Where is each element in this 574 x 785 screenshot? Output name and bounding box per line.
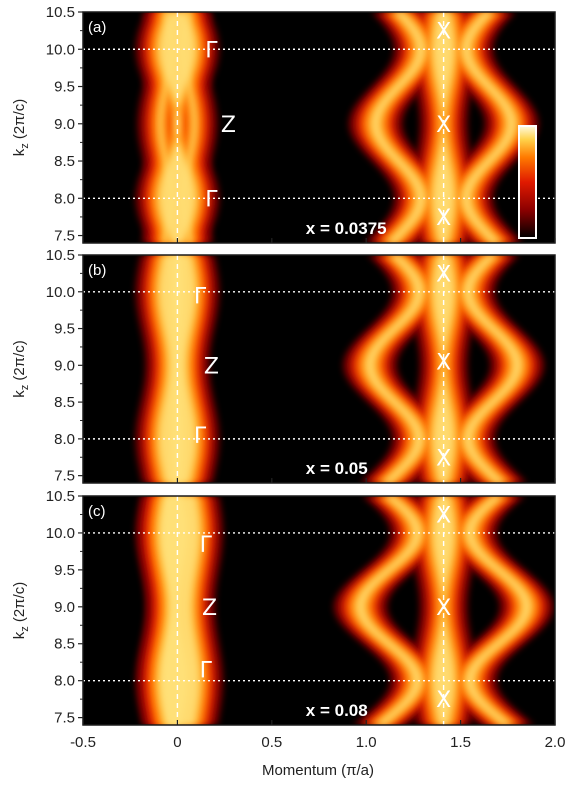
x-tick-label: 0.5 xyxy=(261,734,282,751)
panel-label: (b) xyxy=(88,262,106,279)
panel-a: Γ Z Γ X X X (a) x = 0.0375 7.5 8.0 8.5 9.0 9.5 10.0 10… xyxy=(11,4,556,245)
symmetry-point-label: Γ xyxy=(200,533,213,558)
x-band-layer-4-1 xyxy=(463,12,515,243)
symmetry-point-label: Γ xyxy=(200,659,213,684)
symmetry-point-label: X xyxy=(436,20,451,45)
symmetry-point-label: Z xyxy=(202,596,217,621)
symmetry-point-label: X xyxy=(436,503,451,528)
panel-b: Γ Z Γ X X X (b) x = 0.05 7.5 8.0 8.5 9.0 9.5 10.0 10.5… xyxy=(11,247,556,485)
x-band-layer-4-1 xyxy=(467,496,530,725)
y-axis-title-sub: z xyxy=(19,626,31,632)
panel-frame xyxy=(82,254,556,484)
symmetry-point-label: X xyxy=(436,596,451,621)
y-tick-label: 7.5 xyxy=(54,710,75,727)
y-tick-label: 10.0 xyxy=(46,525,75,542)
symmetry-point-label: Γ xyxy=(194,424,207,449)
x-axis-title: Momentum (π/a) xyxy=(262,762,374,779)
y-axis-title-sub: z xyxy=(19,143,31,149)
x-band-layer-4-0 xyxy=(367,255,422,483)
doping-annotation: x = 0.08 xyxy=(306,701,368,720)
y-tick-label: 9.5 xyxy=(54,79,75,96)
y-tick-label: 8.0 xyxy=(54,431,75,448)
gamma-band-layer-4-1 xyxy=(159,255,196,483)
y-axis-title-main: k xyxy=(11,631,28,639)
panel-frame xyxy=(82,11,556,244)
intensity-map xyxy=(135,255,545,483)
x-tick-label: 2.0 xyxy=(545,734,566,751)
y-axis-title-unit: (2π/c) xyxy=(11,582,28,627)
y-tick-label: 9.5 xyxy=(54,562,75,579)
y-tick-label: 8.0 xyxy=(54,190,75,207)
y-tick-label: 10.0 xyxy=(46,284,75,301)
y-tick-label: 9.0 xyxy=(54,357,75,374)
symmetry-point-label: X xyxy=(436,688,451,713)
y-tick-label: 10.0 xyxy=(46,41,75,58)
y-tick-label: 9.0 xyxy=(54,599,75,616)
x-band-layer-4-2 xyxy=(433,12,454,243)
y-tick-label: 9.0 xyxy=(54,116,75,133)
x-tick-label: 0 xyxy=(173,734,181,751)
symmetry-point-label: Z xyxy=(221,113,236,138)
panel-c: Γ Z Γ X X X (c) x = 0.08 7.5 8.0 8.5 9.0 9.5 10.0 10.5… xyxy=(11,488,565,751)
symmetry-point-label: X xyxy=(436,113,451,138)
colorbar xyxy=(518,125,537,239)
x-tick-label: 1.5 xyxy=(450,734,471,751)
panels-group: Γ Z Γ X X X (a) x = 0.0375 7.5 8.0 8.5 9.0 9.5 10.0 10… xyxy=(11,4,565,751)
y-tick-label: 7.5 xyxy=(54,228,75,245)
y-tick-label: 10.5 xyxy=(46,488,75,505)
symmetry-point-label: Z xyxy=(204,354,219,379)
intensity-map xyxy=(135,496,554,725)
symmetry-point-label: X xyxy=(436,351,451,376)
gamma-band-layer-4-2 xyxy=(159,12,196,243)
symmetry-point-label: X xyxy=(436,206,451,231)
x-band-layer-4-0 xyxy=(372,12,424,243)
y-tick-label: 10.5 xyxy=(46,247,75,264)
x-band-layer-4-0 xyxy=(357,496,421,725)
x-band-layer-4-1 xyxy=(465,255,521,483)
y-axis-title-sub: z xyxy=(19,385,31,391)
y-tick-label: 8.5 xyxy=(54,636,75,653)
y-tick-label: 8.5 xyxy=(54,394,75,411)
symmetry-point-label: Γ xyxy=(205,38,218,63)
y-axis-title-unit: (2π/c) xyxy=(11,99,28,144)
panel-label: (c) xyxy=(88,503,106,520)
symmetry-point-label: X xyxy=(436,446,451,471)
symmetry-point-label: Γ xyxy=(194,284,207,309)
y-tick-label: 8.5 xyxy=(54,153,75,170)
intensity-map xyxy=(135,12,539,243)
y-axis-title: kz (2π/c) xyxy=(11,340,31,398)
y-tick-label: 10.5 xyxy=(46,4,75,21)
y-axis-title: kz (2π/c) xyxy=(11,99,31,157)
x-tick-label: -0.5 xyxy=(70,734,96,751)
panel-frame xyxy=(82,495,556,726)
symmetry-point-label: X xyxy=(436,262,451,287)
doping-annotation: x = 0.0375 xyxy=(306,219,387,238)
y-tick-label: 7.5 xyxy=(54,468,75,485)
x-tick-label: 1.0 xyxy=(356,734,377,751)
doping-annotation: x = 0.05 xyxy=(306,459,368,478)
gamma-band-layer-4-1 xyxy=(163,496,200,725)
y-axis-title: kz (2π/c) xyxy=(11,582,31,640)
symmetry-point-label: Γ xyxy=(205,187,218,212)
y-tick-label: 8.0 xyxy=(54,673,75,690)
x-band-layer-4-2 xyxy=(433,255,454,483)
panel-label: (a) xyxy=(88,19,106,36)
y-axis-title-unit: (2π/c) xyxy=(11,340,28,385)
y-axis-title-main: k xyxy=(11,148,28,156)
x-band-layer-4-2 xyxy=(433,496,454,725)
y-tick-label: 9.5 xyxy=(54,321,75,338)
y-axis-title-main: k xyxy=(11,390,28,398)
